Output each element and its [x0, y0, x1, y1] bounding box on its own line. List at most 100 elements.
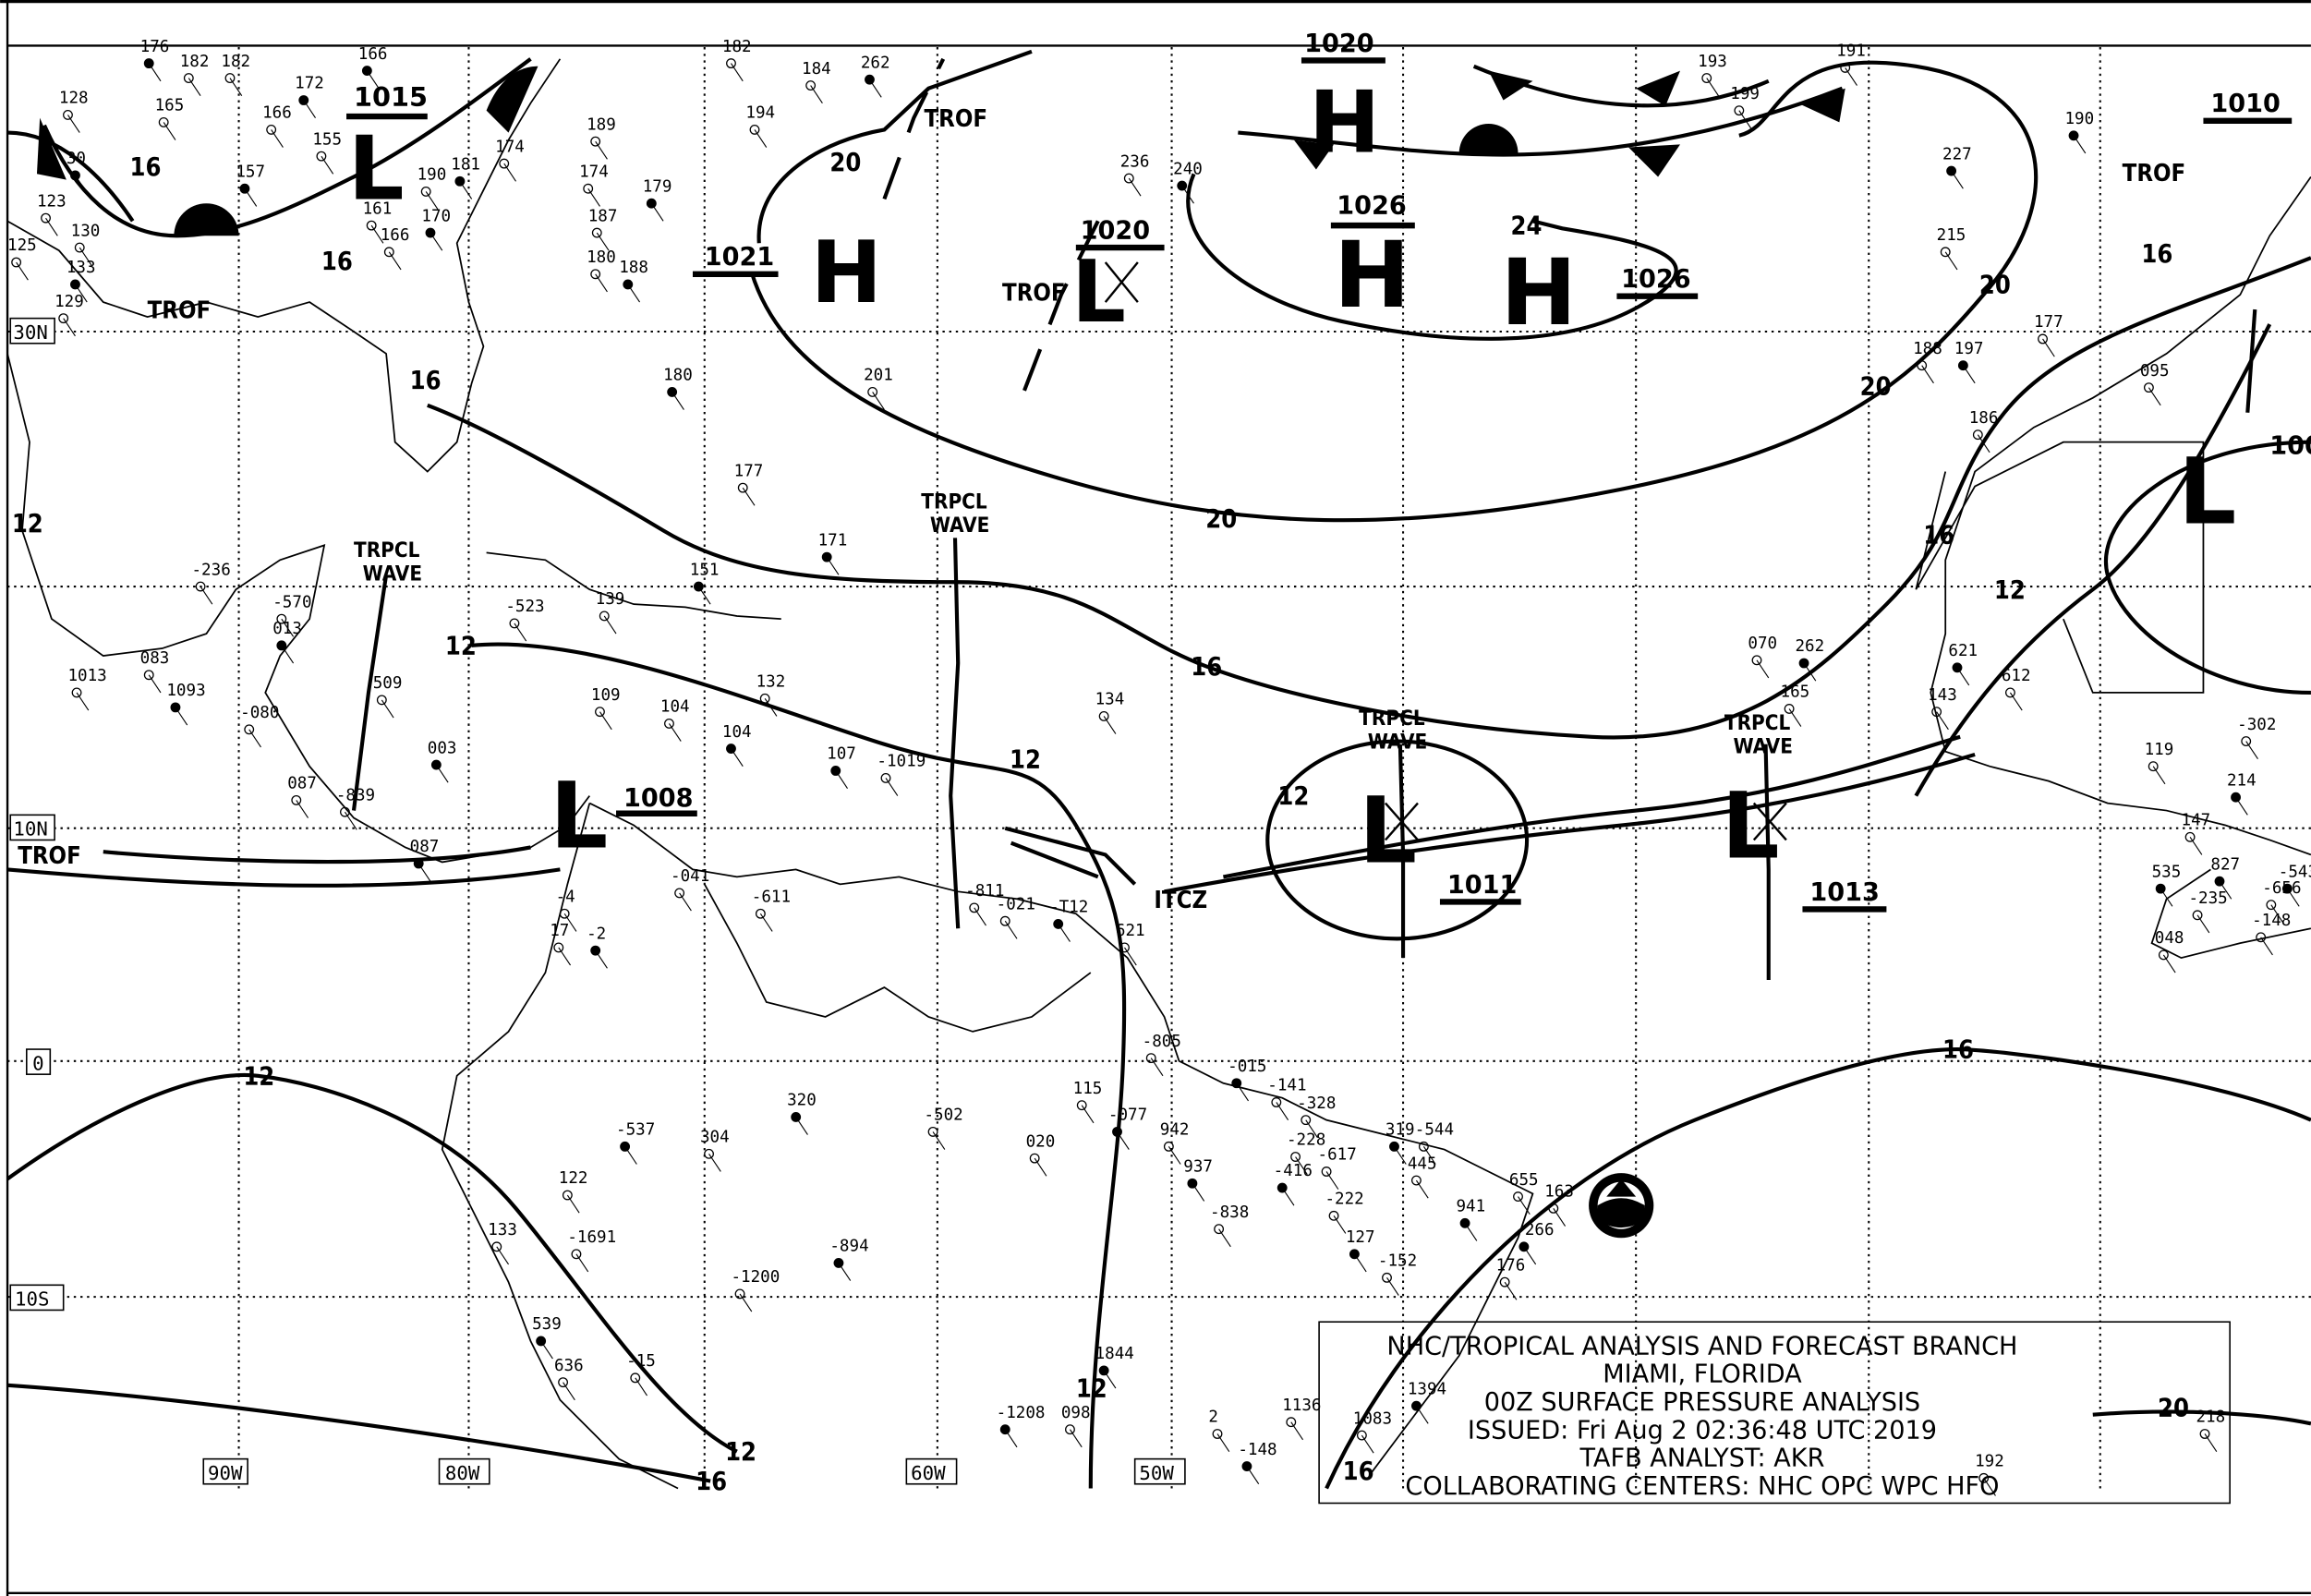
- station-value: 621: [1948, 642, 1978, 660]
- wind-barb-icon: [388, 251, 402, 271]
- fronts: [36, 57, 1845, 238]
- svg-text:1010: 1010: [2210, 90, 2280, 118]
- wind-barb-icon: [188, 78, 201, 97]
- station-value: -570: [272, 593, 311, 611]
- station-circle-icon: [2199, 1429, 2210, 1439]
- wind-barb-icon: [1305, 1119, 1318, 1139]
- station-circle-icon: [704, 1148, 714, 1159]
- station-circle-icon: [969, 902, 980, 913]
- station-circle-icon: [571, 1249, 582, 1260]
- station-value: 104: [722, 723, 752, 742]
- wind-barb-icon: [244, 187, 258, 207]
- wind-barb-icon: [281, 645, 295, 664]
- low-1010: 1010: [2203, 90, 2293, 125]
- wind-barb-icon: [835, 770, 848, 789]
- coastlines: [6, 58, 2311, 1490]
- station-value: -222: [1325, 1191, 1363, 1209]
- station-circle-icon: [1321, 1167, 1332, 1177]
- wind-barb-icon: [1276, 1102, 1289, 1120]
- station-circle-icon: [805, 80, 817, 91]
- station-value: 157: [236, 163, 265, 181]
- station-value: -T12: [1049, 899, 1088, 917]
- station-value: 827: [2210, 855, 2240, 874]
- trof-label: TROF: [924, 105, 987, 133]
- tropical-wave-label: WAVE: [1733, 734, 1792, 758]
- station-value: 161: [363, 200, 393, 218]
- station-value: 166: [381, 226, 410, 245]
- station-value: 214: [2227, 771, 2257, 790]
- station-circle-icon: [2038, 333, 2048, 345]
- station-circle-icon: [759, 693, 770, 704]
- high-1020: H 1020: [1301, 30, 1385, 172]
- station-value: -523: [505, 598, 544, 616]
- tropical-wave-label: TRPCL: [921, 490, 987, 514]
- station-circle-icon: [1212, 1429, 1223, 1439]
- wind-barb-icon: [596, 232, 610, 251]
- wind-barb-icon: [1394, 1146, 1407, 1165]
- wind-barb-icon: [563, 913, 577, 932]
- station-value: 612: [2002, 667, 2031, 685]
- low-1008: L 1008: [550, 763, 697, 869]
- info-analyst: TAFB ANALYST: AKR: [1579, 1445, 1824, 1473]
- station-circle-icon: [58, 313, 69, 324]
- station-value: 166: [358, 45, 388, 64]
- itcz-label: ITCZ: [1154, 887, 1207, 914]
- station-value: 127: [1346, 1228, 1375, 1247]
- station-value: -302: [2237, 716, 2276, 734]
- svg-text:L: L: [2178, 439, 2236, 545]
- wind-barb-icon: [1361, 1434, 1374, 1454]
- wind-barb-icon: [459, 180, 473, 200]
- station-circle-icon: [1418, 1141, 1429, 1152]
- info-branch: NHC/TROPICAL ANALYSIS AND FORECAST BRANC…: [1386, 1332, 2017, 1360]
- wind-barb-icon: [2270, 904, 2284, 924]
- wind-barb-icon: [795, 1117, 808, 1135]
- high-1026-east: H 1026: [1500, 240, 1699, 346]
- wind-barb-icon: [1236, 1082, 1249, 1102]
- station-value: 188: [619, 259, 648, 277]
- wind-barb-icon: [672, 392, 684, 410]
- station-circle-icon: [170, 702, 181, 713]
- station-value: 134: [1095, 691, 1125, 709]
- station-value: 143: [1928, 686, 1957, 705]
- wind-barb-icon: [2260, 937, 2273, 956]
- wind-barb-icon: [1333, 1215, 1347, 1234]
- station-value: -15: [626, 1352, 656, 1371]
- wind-barb-icon: [1004, 920, 1018, 939]
- svg-text:H: H: [811, 223, 882, 322]
- isobar-label: 12: [725, 1438, 756, 1467]
- station-circle-icon: [2143, 382, 2154, 393]
- wind-barb-icon: [281, 618, 295, 637]
- station-value: 187: [588, 207, 618, 225]
- station-value: 445: [1408, 1155, 1437, 1173]
- station-value: 122: [559, 1169, 588, 1188]
- station-value: 098: [1061, 1404, 1091, 1422]
- station-value: 083: [140, 649, 170, 668]
- station-value: 104: [660, 698, 690, 717]
- station-value: -077: [1108, 1106, 1147, 1125]
- wind-barb-icon: [321, 155, 334, 175]
- isobar-label: 16: [1191, 653, 1222, 682]
- isobar-label: 16: [321, 248, 353, 276]
- station-value: 165: [155, 97, 185, 115]
- wind-barb-icon: [67, 115, 80, 133]
- station-circle-icon: [1301, 1115, 1312, 1126]
- wind-barb-icon: [575, 1253, 589, 1273]
- station-value: 1136: [1282, 1396, 1321, 1415]
- station-value: 166: [262, 104, 292, 123]
- station-circle-icon: [74, 242, 85, 253]
- wind-barb-icon: [2009, 692, 2023, 711]
- wind-barb-icon: [74, 175, 88, 194]
- station-circle-icon: [2068, 130, 2079, 141]
- station-value: 123: [37, 192, 67, 211]
- wind-barb-icon: [2286, 888, 2300, 907]
- station-value: 177: [734, 462, 764, 480]
- isobar-label: 24: [1511, 212, 1543, 241]
- wind-barb-icon: [1738, 110, 1752, 129]
- isobar-label: 12: [243, 1062, 274, 1091]
- station-circle-icon: [63, 110, 73, 120]
- wind-barb-icon: [148, 674, 162, 694]
- isobar-label: 12: [1994, 576, 2026, 605]
- station-circle-icon: [71, 687, 82, 698]
- wind-barb-icon: [296, 800, 309, 818]
